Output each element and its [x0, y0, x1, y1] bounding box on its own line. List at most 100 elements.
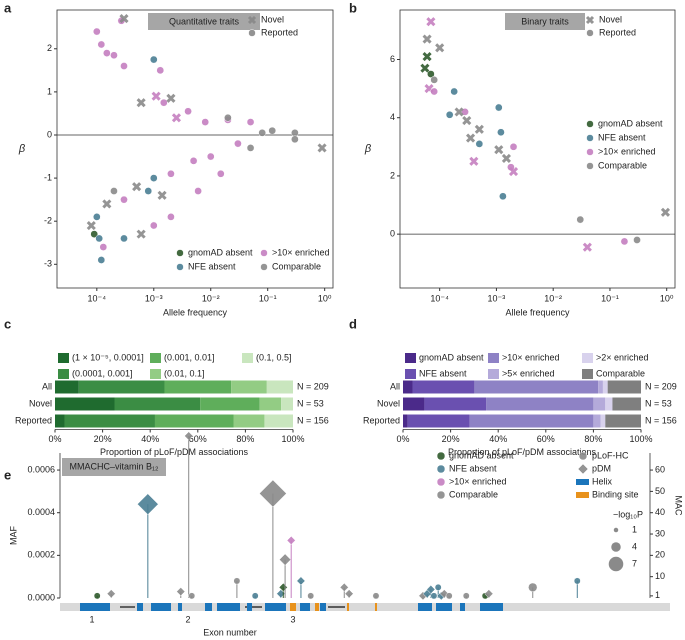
y2-tick-label: 10 — [655, 571, 665, 581]
legend-label: Reported — [261, 27, 298, 37]
y-tick-label: -3 — [44, 259, 52, 269]
legend-marker — [176, 249, 184, 257]
bar-segment — [259, 397, 282, 411]
legend-marker — [586, 120, 594, 128]
point — [120, 195, 128, 204]
n-label: N = 209 — [297, 381, 329, 391]
chart-title: Binary traits — [521, 16, 569, 26]
legend-marker — [248, 29, 256, 37]
point — [216, 169, 225, 178]
x-axis-label: Exon number — [203, 627, 257, 637]
bar-segment — [403, 380, 413, 394]
legend-label: gnomAD absent — [419, 352, 484, 362]
category-label: Reported — [363, 415, 400, 425]
legend-label: >5× enriched — [502, 368, 555, 378]
y-tick-label: 6 — [390, 54, 395, 64]
point — [497, 128, 505, 137]
bar-segment — [78, 380, 165, 394]
point — [120, 234, 128, 243]
point — [445, 110, 454, 119]
x-tick-label: 80% — [584, 434, 602, 444]
track-feature — [347, 603, 349, 611]
panel-letter: c — [4, 316, 11, 331]
variant-marker — [430, 592, 438, 600]
bar-segment — [605, 397, 613, 411]
size-legend-label: 4 — [632, 541, 637, 551]
legend-swatch — [58, 353, 69, 363]
bar-segment — [469, 414, 594, 428]
panel-letter: d — [349, 316, 357, 331]
point — [427, 70, 435, 78]
point — [184, 107, 192, 116]
legend-label: Comparable — [272, 261, 321, 271]
x-axis-label: Proportion of pLoF/pDM associations — [100, 447, 249, 457]
bar-segment — [55, 397, 115, 411]
variant-marker — [233, 577, 241, 585]
point — [246, 144, 255, 152]
panel-letter: e — [4, 467, 11, 482]
bar-segment — [55, 414, 65, 428]
point — [149, 174, 158, 182]
y-axis-label: MAF — [8, 526, 18, 546]
n-label: N = 156 — [297, 415, 329, 425]
y2-tick-label: 1 — [655, 590, 660, 600]
track-feature — [300, 603, 310, 611]
y-tick-label: 0.0000 — [27, 592, 55, 602]
point — [268, 126, 277, 135]
legend-label: >10× enriched — [272, 247, 330, 257]
legend-label: >2× enriched — [596, 352, 649, 362]
track-feature — [290, 603, 296, 611]
bar-segment — [264, 414, 293, 428]
title-box — [62, 458, 166, 476]
y-tick-label: 1 — [47, 86, 52, 96]
track-feature — [315, 603, 319, 611]
point — [110, 187, 118, 195]
legend-label: NFE absent — [449, 463, 497, 473]
legend-swatch — [582, 353, 593, 363]
novel-marker — [474, 124, 484, 134]
n-label: N = 53 — [645, 398, 672, 408]
bar-segment — [593, 397, 606, 411]
bar-segment — [231, 380, 267, 394]
point — [461, 108, 469, 116]
novel-marker — [166, 93, 176, 103]
legend-marker — [585, 15, 595, 25]
legend-label: pDM — [592, 463, 611, 473]
chart-title: MMACHC–vitamin B₁₂ — [69, 461, 159, 471]
bar-segment — [412, 380, 475, 394]
legend-label: Helix — [592, 476, 613, 486]
legend-marker — [586, 134, 594, 142]
y2-tick-label: 40 — [655, 507, 665, 517]
legend-swatch — [488, 369, 499, 379]
bar-segment — [403, 397, 425, 411]
x-tick-label: 10⁻² — [544, 293, 562, 303]
title-box — [505, 13, 585, 30]
bar-segment — [607, 380, 641, 394]
novel-marker — [582, 242, 592, 252]
point — [224, 113, 232, 122]
bar-segment — [233, 414, 265, 428]
point — [201, 118, 210, 126]
x-tick-label: 10⁰ — [660, 293, 674, 303]
legend-marker — [436, 464, 446, 474]
legend-label: >10× enriched — [449, 476, 507, 486]
novel-marker — [501, 153, 511, 164]
category-label: All — [42, 381, 52, 391]
chart-title: Quantitative traits — [169, 16, 240, 26]
y-tick-label: 0 — [390, 229, 395, 239]
variant-marker — [445, 592, 453, 600]
variant-marker — [188, 592, 196, 600]
novel-marker — [465, 133, 476, 143]
point — [234, 139, 242, 148]
bar-segment — [64, 414, 155, 428]
novel-marker — [102, 199, 112, 209]
legend-marker — [586, 29, 594, 37]
x-tick-label: 40% — [489, 434, 507, 444]
point — [499, 192, 507, 201]
bar-segment — [602, 380, 608, 394]
point — [450, 87, 459, 96]
legend-label: >10× enriched — [502, 352, 560, 362]
bar-segment — [407, 414, 470, 428]
y-tick-label: 0 — [47, 129, 52, 139]
bar-segment — [266, 380, 293, 394]
